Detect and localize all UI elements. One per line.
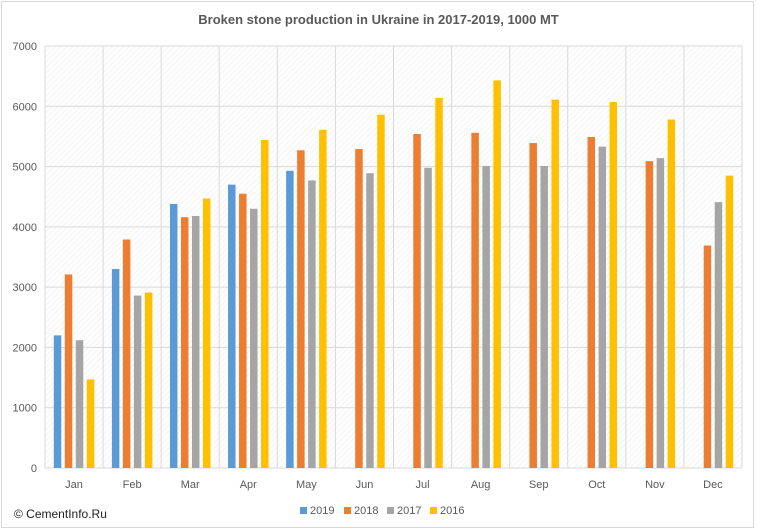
x-tick-label: Jul — [416, 479, 430, 491]
chart-title: Broken stone production in Ukraine in 20… — [198, 12, 559, 27]
bar-2017-apr — [250, 208, 258, 468]
bar-2018-sep — [529, 143, 537, 468]
bar-2018-jun — [355, 149, 363, 469]
bar-2018-may — [297, 150, 305, 468]
legend-label-2019: 2019 — [310, 505, 334, 517]
bar-2018-jan — [64, 274, 73, 468]
x-tick-label: Sep — [529, 479, 549, 491]
legend-label-2016: 2016 — [440, 505, 464, 517]
axes: 0 1000 2000 3000 4000 5000 6000 7000 Jan Feb Mar Ap… — [13, 41, 724, 491]
legend-swatch-2019 — [300, 507, 307, 514]
y-tick-label: 0 — [31, 463, 37, 475]
bar-2017-jan — [75, 340, 84, 468]
bar-2016-jan — [86, 379, 95, 468]
x-tick-label: Dec — [703, 479, 723, 491]
x-tick-label: Aug — [471, 479, 491, 491]
bar-2016-sep — [551, 99, 559, 468]
y-tick-label: 3000 — [13, 282, 37, 294]
legend-label-2018: 2018 — [354, 505, 378, 517]
bar-2016-oct — [609, 102, 618, 469]
bar-2018-aug — [471, 132, 479, 468]
y-tick-label: 1000 — [13, 403, 37, 415]
bar-2017-oct — [598, 146, 607, 469]
x-tick-label: Jun — [356, 479, 374, 491]
bar-2018-apr — [239, 193, 247, 468]
y-tick-label: 7000 — [13, 41, 37, 53]
bar-2016-jun — [377, 114, 385, 469]
bar-2018-jul — [413, 134, 421, 468]
bar-2018-oct — [587, 137, 596, 468]
legend: 2019 2018 2017 2016 — [300, 505, 464, 517]
bar-2017-feb — [133, 295, 142, 468]
bar-2018-mar — [180, 217, 189, 468]
bar-2017-dec — [714, 202, 723, 468]
legend-swatch-2016 — [430, 507, 437, 514]
bar-2018-nov — [645, 161, 654, 468]
bar-2017-sep — [540, 165, 548, 468]
legend-label-2017: 2017 — [397, 505, 421, 517]
x-tick-label: Jan — [65, 479, 83, 491]
legend-swatch-2017 — [387, 507, 394, 514]
bar-2017-jun — [366, 173, 374, 468]
x-tick-label: Apr — [240, 479, 257, 491]
bar-2019-jan — [53, 335, 62, 468]
gridlines — [44, 45, 743, 469]
source-credit: © CementInfo.Ru — [14, 507, 107, 521]
x-tick-label: Oct — [588, 479, 605, 491]
y-tick-label: 4000 — [13, 222, 37, 234]
bar-2016-feb — [144, 292, 153, 468]
bar-2017-mar — [191, 216, 200, 468]
bars — [53, 80, 734, 469]
bar-2017-nov — [656, 158, 665, 469]
bar-2016-mar — [202, 198, 211, 468]
y-tick-label: 6000 — [13, 101, 37, 113]
bar-2016-jul — [435, 97, 443, 469]
x-tick-label: Mar — [181, 479, 200, 491]
x-tick-label: Feb — [123, 479, 142, 491]
bar-2016-nov — [667, 119, 676, 468]
bar-2016-may — [319, 129, 327, 468]
bar-2017-may — [308, 180, 316, 469]
bar-2016-aug — [493, 80, 501, 468]
y-tick-label: 2000 — [13, 342, 37, 354]
x-tick-label: May — [296, 479, 317, 491]
bar-2016-apr — [261, 140, 269, 468]
bar-2016-dec — [725, 175, 734, 468]
bar-2017-jul — [424, 167, 432, 468]
bar-2019-apr — [228, 184, 236, 468]
x-tick-label: Nov — [645, 479, 665, 491]
y-tick-label: 5000 — [13, 162, 37, 174]
legend-swatch-2018 — [344, 507, 351, 514]
bar-2019-may — [286, 170, 294, 468]
bar-2018-dec — [703, 245, 712, 468]
bar-2019-feb — [111, 269, 120, 468]
bar-2019-mar — [169, 203, 178, 468]
bar-2017-aug — [482, 165, 490, 468]
bar-2018-feb — [122, 239, 131, 468]
